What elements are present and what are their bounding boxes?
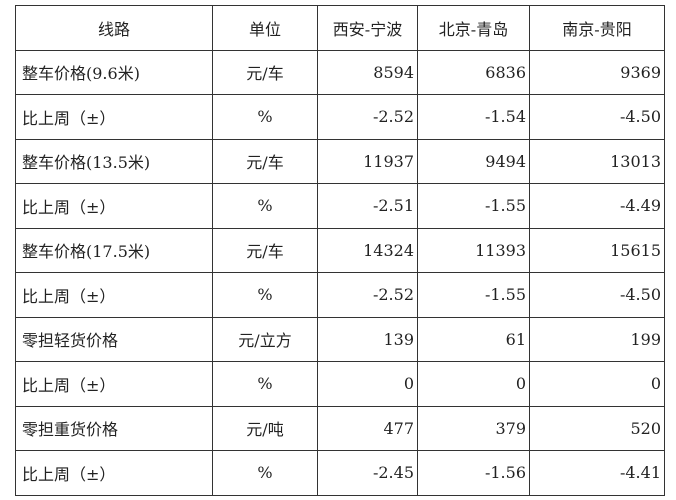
row-value: -1.56 [417,450,530,496]
row-value: 199 [529,316,665,362]
header-xian-ningbo: 西安-宁波 [317,5,418,51]
row-value: 14324 [317,227,418,273]
row-unit: 元/立方 [212,316,318,362]
header-unit: 单位 [212,5,318,51]
row-unit: % [212,361,318,407]
row-value: 15615 [529,227,665,273]
row-value: 8594 [317,49,418,95]
row-unit: 元/车 [212,49,318,95]
row-value: 139 [317,316,418,362]
row-value: -1.55 [417,183,530,229]
row-name: 比上周（±） [15,183,213,229]
row-unit: % [212,183,318,229]
row-name: 比上周（±） [15,361,213,407]
header-beijing-qingdao: 北京-青岛 [417,5,530,51]
row-value: -2.52 [317,94,418,140]
row-name: 零担轻货价格 [15,316,213,362]
row-unit: % [212,450,318,496]
row-value: 11393 [417,227,530,273]
table-row: 零担轻货价格 元/立方 139 61 199 [15,316,665,362]
table-row: 比上周（±）% -2.52 -1.54 -4.50 [15,94,665,140]
table-row: 整车价格(9.6米) 元/车 8594 6836 9369 [15,49,665,95]
row-name: 整车价格(13.5米) [15,138,213,184]
row-value: 477 [317,405,418,451]
row-name: 比上周（±） [15,272,213,318]
row-unit: % [212,94,318,140]
table-row: 比上周（±）% -2.51 -1.55 -4.49 [15,183,665,229]
header-nanjing-guiyang: 南京-贵阳 [529,5,665,51]
row-value: 520 [529,405,665,451]
row-name: 比上周（±） [15,94,213,140]
row-value: -1.55 [417,272,530,318]
table-row: 比上周（±）% -2.45 -1.56 -4.41 [15,450,665,496]
row-value: -4.50 [529,272,665,318]
row-name: 零担重货价格 [15,405,213,451]
row-value: -2.51 [317,183,418,229]
row-value: 61 [417,316,530,362]
row-name: 整车价格(17.5米) [15,227,213,273]
table-row: 比上周（±）% 0 0 0 [15,361,665,407]
row-value: 0 [529,361,665,407]
row-value: -4.41 [529,450,665,496]
row-value: 0 [317,361,418,407]
row-value: -4.50 [529,94,665,140]
row-name: 比上周（±） [15,450,213,496]
row-value: 11937 [317,138,418,184]
row-value: -2.52 [317,272,418,318]
row-value: -4.49 [529,183,665,229]
row-value: 13013 [529,138,665,184]
header-row: 线路 单位 西安-宁波 北京-青岛 南京-贵阳 [15,5,665,51]
row-unit: 元/车 [212,138,318,184]
row-unit: 元/吨 [212,405,318,451]
row-unit: % [212,272,318,318]
row-unit: 元/车 [212,227,318,273]
table-row: 比上周（±）% -2.52 -1.55 -4.50 [15,272,665,318]
row-value: -1.54 [417,94,530,140]
row-name: 整车价格(9.6米) [15,49,213,95]
table-row: 整车价格(13.5米) 元/车 11937 9494 13013 [15,138,665,184]
row-value: -2.45 [317,450,418,496]
row-value: 379 [417,405,530,451]
row-value: 6836 [417,49,530,95]
freight-price-table: 线路 单位 西安-宁波 北京-青岛 南京-贵阳 整车价格(9.6米) 元/车 859… [15,5,665,496]
table-row: 整车价格(17.5米) 元/车 14324 11393 15615 [15,227,665,273]
row-value: 0 [417,361,530,407]
table-row: 零担重货价格 元/吨 477 379 520 [15,405,665,451]
row-value: 9369 [529,49,665,95]
row-value: 9494 [417,138,530,184]
header-route: 线路 [15,5,213,51]
